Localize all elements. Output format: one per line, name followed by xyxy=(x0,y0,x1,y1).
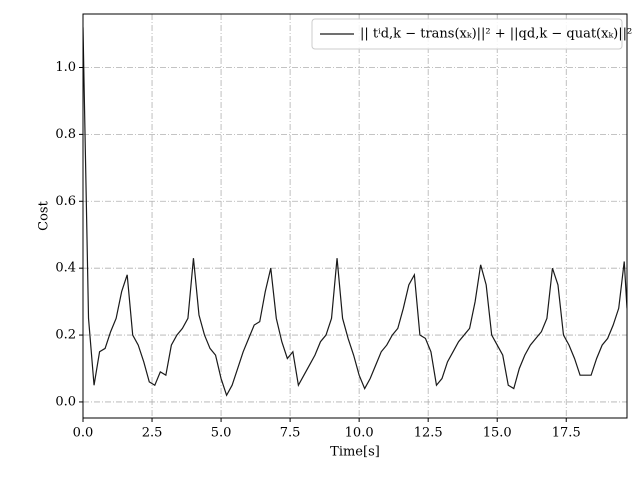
y-tick-label: 0.8 xyxy=(55,127,76,142)
x-tick-label: 12.5 xyxy=(414,426,443,441)
x-tick-label: 15.0 xyxy=(483,426,512,441)
x-tick-label: 0.0 xyxy=(73,426,94,441)
data-line xyxy=(83,27,627,397)
legend-label: || tⁱd,k − trans(xₖ)||² + ||qd,k − quat(… xyxy=(360,27,632,42)
y-tick-label: 0.2 xyxy=(55,328,76,343)
x-tick-label: 5.0 xyxy=(211,426,232,441)
plot-frame xyxy=(82,13,628,419)
legend-box xyxy=(311,18,623,50)
x-axis-label: Time[s] xyxy=(330,445,380,460)
y-tick-label: 0.6 xyxy=(55,194,76,209)
y-tick-label: 0.0 xyxy=(55,394,76,409)
x-tick-label: 17.5 xyxy=(552,426,581,441)
y-tick-label: 1.0 xyxy=(55,60,76,75)
x-tick-label: 10.0 xyxy=(345,426,374,441)
y-axis-label: Cost xyxy=(37,200,52,230)
x-tick-label: 7.5 xyxy=(280,426,301,441)
x-tick-label: 2.5 xyxy=(142,426,163,441)
y-tick-label: 0.4 xyxy=(55,261,76,276)
